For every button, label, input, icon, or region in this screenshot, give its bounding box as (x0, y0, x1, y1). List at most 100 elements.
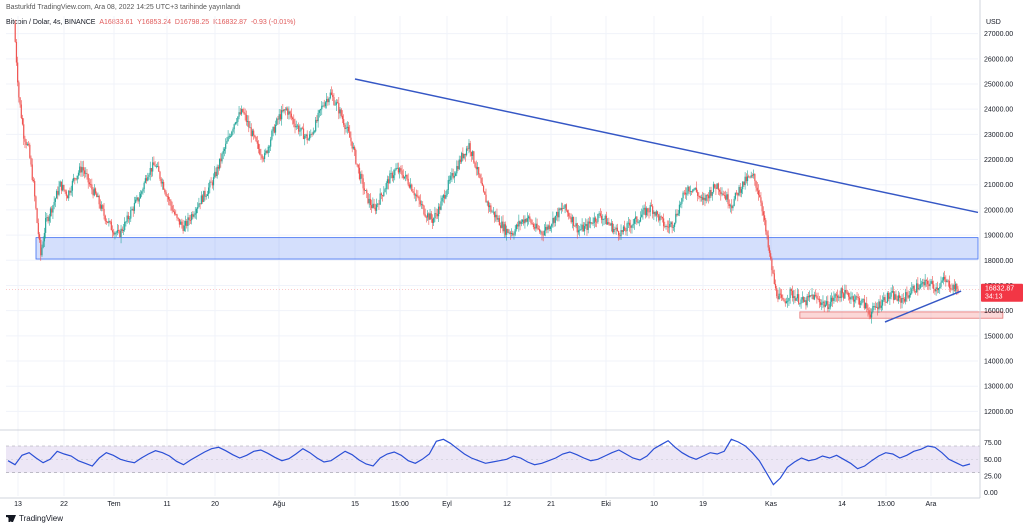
candle-body (113, 232, 115, 235)
candle-body (473, 151, 475, 163)
candle-body (489, 205, 491, 208)
candle-body (576, 223, 578, 233)
y-tick-label: 12000.00 (984, 409, 1013, 416)
candle-body (649, 205, 651, 212)
candle-body (830, 297, 833, 302)
candle-body (877, 306, 879, 310)
candle-body (414, 194, 417, 196)
candle-body (834, 294, 836, 298)
candle-body (229, 136, 232, 137)
rsi-line (7, 438, 971, 486)
candle-body (386, 179, 389, 184)
candle-body (697, 191, 699, 196)
candle-body (52, 205, 54, 213)
candle-body (871, 311, 873, 318)
candle-body (521, 219, 524, 222)
candle-body (738, 186, 740, 196)
candle-body (87, 174, 89, 183)
candle-body (783, 299, 785, 302)
tradingview-logo[interactable]: TradingView (6, 514, 63, 523)
candle-body (14, 23, 16, 42)
candle-body (161, 181, 164, 184)
candle-body (731, 205, 733, 209)
candle-body (93, 188, 95, 196)
candle-body (302, 128, 305, 140)
candle-body (155, 166, 157, 168)
candle-body (625, 230, 627, 232)
candle-body (233, 124, 235, 130)
candle-body (217, 166, 219, 169)
candle-body (143, 182, 145, 190)
candle-body (30, 157, 32, 165)
candle-body (159, 171, 161, 179)
candle-body (503, 224, 505, 232)
candle-body (263, 153, 266, 159)
candle-body (75, 178, 77, 180)
symbol-legend[interactable]: Bitcoin / Dolar, 4s, BINANCE A16833.61 Y… (6, 19, 296, 26)
x-tick-label: 22 (60, 501, 68, 508)
candle-body (542, 234, 544, 236)
candle-body (650, 205, 653, 207)
candle-body (782, 297, 784, 300)
candle-body (593, 217, 595, 224)
candle-body (671, 222, 673, 228)
candle-body (863, 299, 865, 309)
rsi-tick-label: 25.00 (984, 474, 1002, 481)
candle-body (861, 299, 863, 304)
candle-body (102, 205, 104, 209)
candle-body (240, 109, 243, 115)
candle-body (669, 224, 671, 228)
candle-body (402, 175, 404, 179)
x-tick-label: Kas (765, 501, 778, 508)
candle-body (620, 230, 622, 237)
candle-body (372, 203, 374, 209)
candle-body (265, 150, 267, 154)
candle-body (137, 197, 139, 202)
candle-body (785, 301, 788, 304)
candle-body (853, 299, 856, 302)
candle-body (363, 188, 365, 191)
candle-body (636, 216, 638, 223)
candle-body (902, 298, 904, 299)
candle-body (911, 288, 913, 294)
candle-body (844, 289, 846, 299)
candle-body (407, 178, 409, 185)
candle-body (518, 221, 520, 227)
candle-body (345, 127, 347, 129)
candle-body (64, 189, 66, 192)
candle-body (923, 282, 925, 286)
candle-body (60, 181, 63, 191)
candle-body (71, 180, 73, 191)
candle-body (145, 178, 148, 181)
symbol-name: Bitcoin / Dolar, 4s, BINANCE (6, 19, 96, 26)
candle-body (846, 292, 848, 294)
candle-body (944, 276, 946, 280)
candle-body (205, 195, 207, 197)
candle-body (757, 190, 760, 196)
candle-body (551, 224, 553, 227)
candle-body (136, 197, 138, 200)
candle-body (531, 223, 533, 225)
candle-body (693, 189, 695, 191)
candle-body (688, 186, 690, 192)
candle-body (239, 112, 241, 115)
candle-body (130, 210, 132, 219)
candle-body (26, 144, 28, 145)
candle-body (218, 158, 221, 169)
candle-body (740, 189, 743, 193)
candle-body (326, 98, 328, 103)
candle-body (729, 205, 732, 207)
candle-body (543, 230, 545, 235)
candle-body (296, 125, 299, 127)
candle-body (43, 232, 46, 242)
candle-body (856, 296, 858, 298)
candle-body (384, 189, 386, 193)
candle-body (684, 192, 687, 195)
candle-body (484, 191, 486, 195)
candle-body (291, 117, 294, 120)
candle-body (806, 296, 808, 306)
candle-body (815, 294, 817, 296)
candle-body (532, 223, 535, 228)
candle-body (167, 196, 170, 200)
